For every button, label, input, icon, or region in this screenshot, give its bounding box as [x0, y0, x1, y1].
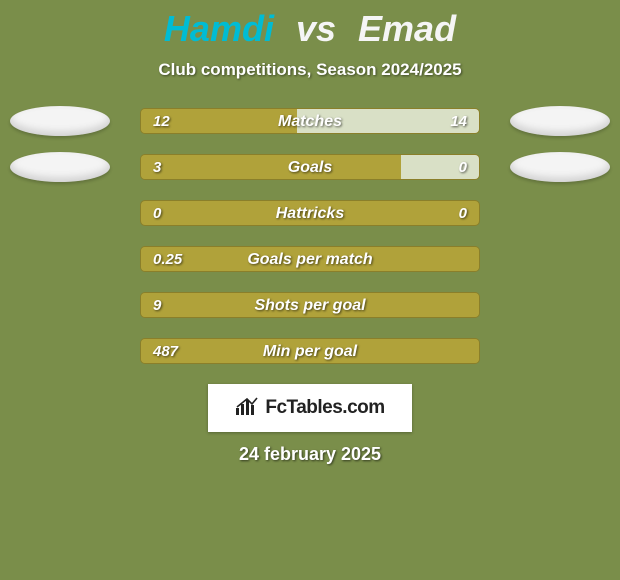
player2-name: Emad [358, 8, 456, 49]
stat-value-left: 487 [153, 339, 178, 363]
stat-bar: Hattricks0 0 [140, 200, 480, 226]
player1-avatar [10, 106, 110, 136]
stat-row: Goals per match0.25 [0, 246, 620, 272]
player2-avatar [510, 106, 610, 136]
stat-bar: Goals per match0.25 [140, 246, 480, 272]
stat-label: Hattricks [141, 201, 479, 225]
stat-row: Goals3 0 [0, 154, 620, 180]
stat-value-left: 0 [153, 201, 161, 225]
stat-bar: Matches12 14 [140, 108, 480, 134]
date: 24 february 2025 [0, 444, 620, 465]
player1-avatar [10, 152, 110, 182]
stat-value-right: 0 [459, 155, 467, 179]
comparison-card: Hamdi vs Emad Club competitions, Season … [0, 0, 620, 580]
chart-icon [235, 396, 259, 421]
stat-row: Matches12 14 [0, 108, 620, 134]
logo-text: FcTables.com [265, 397, 384, 419]
stat-value-right: 0 [459, 201, 467, 225]
stat-label: Min per goal [141, 339, 479, 363]
stat-label: Goals [141, 155, 479, 179]
stat-bar: Goals3 0 [140, 154, 480, 180]
stat-value-left: 9 [153, 293, 161, 317]
stat-row: Min per goal487 [0, 338, 620, 364]
title-vs: vs [296, 8, 336, 49]
stat-bars: Matches1214Goals30Hattricks00Goals per m… [0, 108, 620, 364]
stat-value-left: 12 [153, 109, 170, 133]
player2-avatar [510, 152, 610, 182]
stat-label: Matches [141, 109, 479, 133]
stat-value-left: 0.25 [153, 247, 182, 271]
player1-name: Hamdi [164, 8, 274, 49]
stat-label: Goals per match [141, 247, 479, 271]
stat-value-left: 3 [153, 155, 161, 179]
stat-value-right: 14 [450, 109, 467, 133]
logo-box: FcTables.com [208, 384, 412, 432]
stat-row: Hattricks0 0 [0, 200, 620, 226]
stat-label: Shots per goal [141, 293, 479, 317]
title: Hamdi vs Emad [0, 8, 620, 50]
stat-bar: Min per goal487 [140, 338, 480, 364]
stat-row: Shots per goal9 [0, 292, 620, 318]
subtitle: Club competitions, Season 2024/2025 [0, 60, 620, 80]
stat-bar: Shots per goal9 [140, 292, 480, 318]
